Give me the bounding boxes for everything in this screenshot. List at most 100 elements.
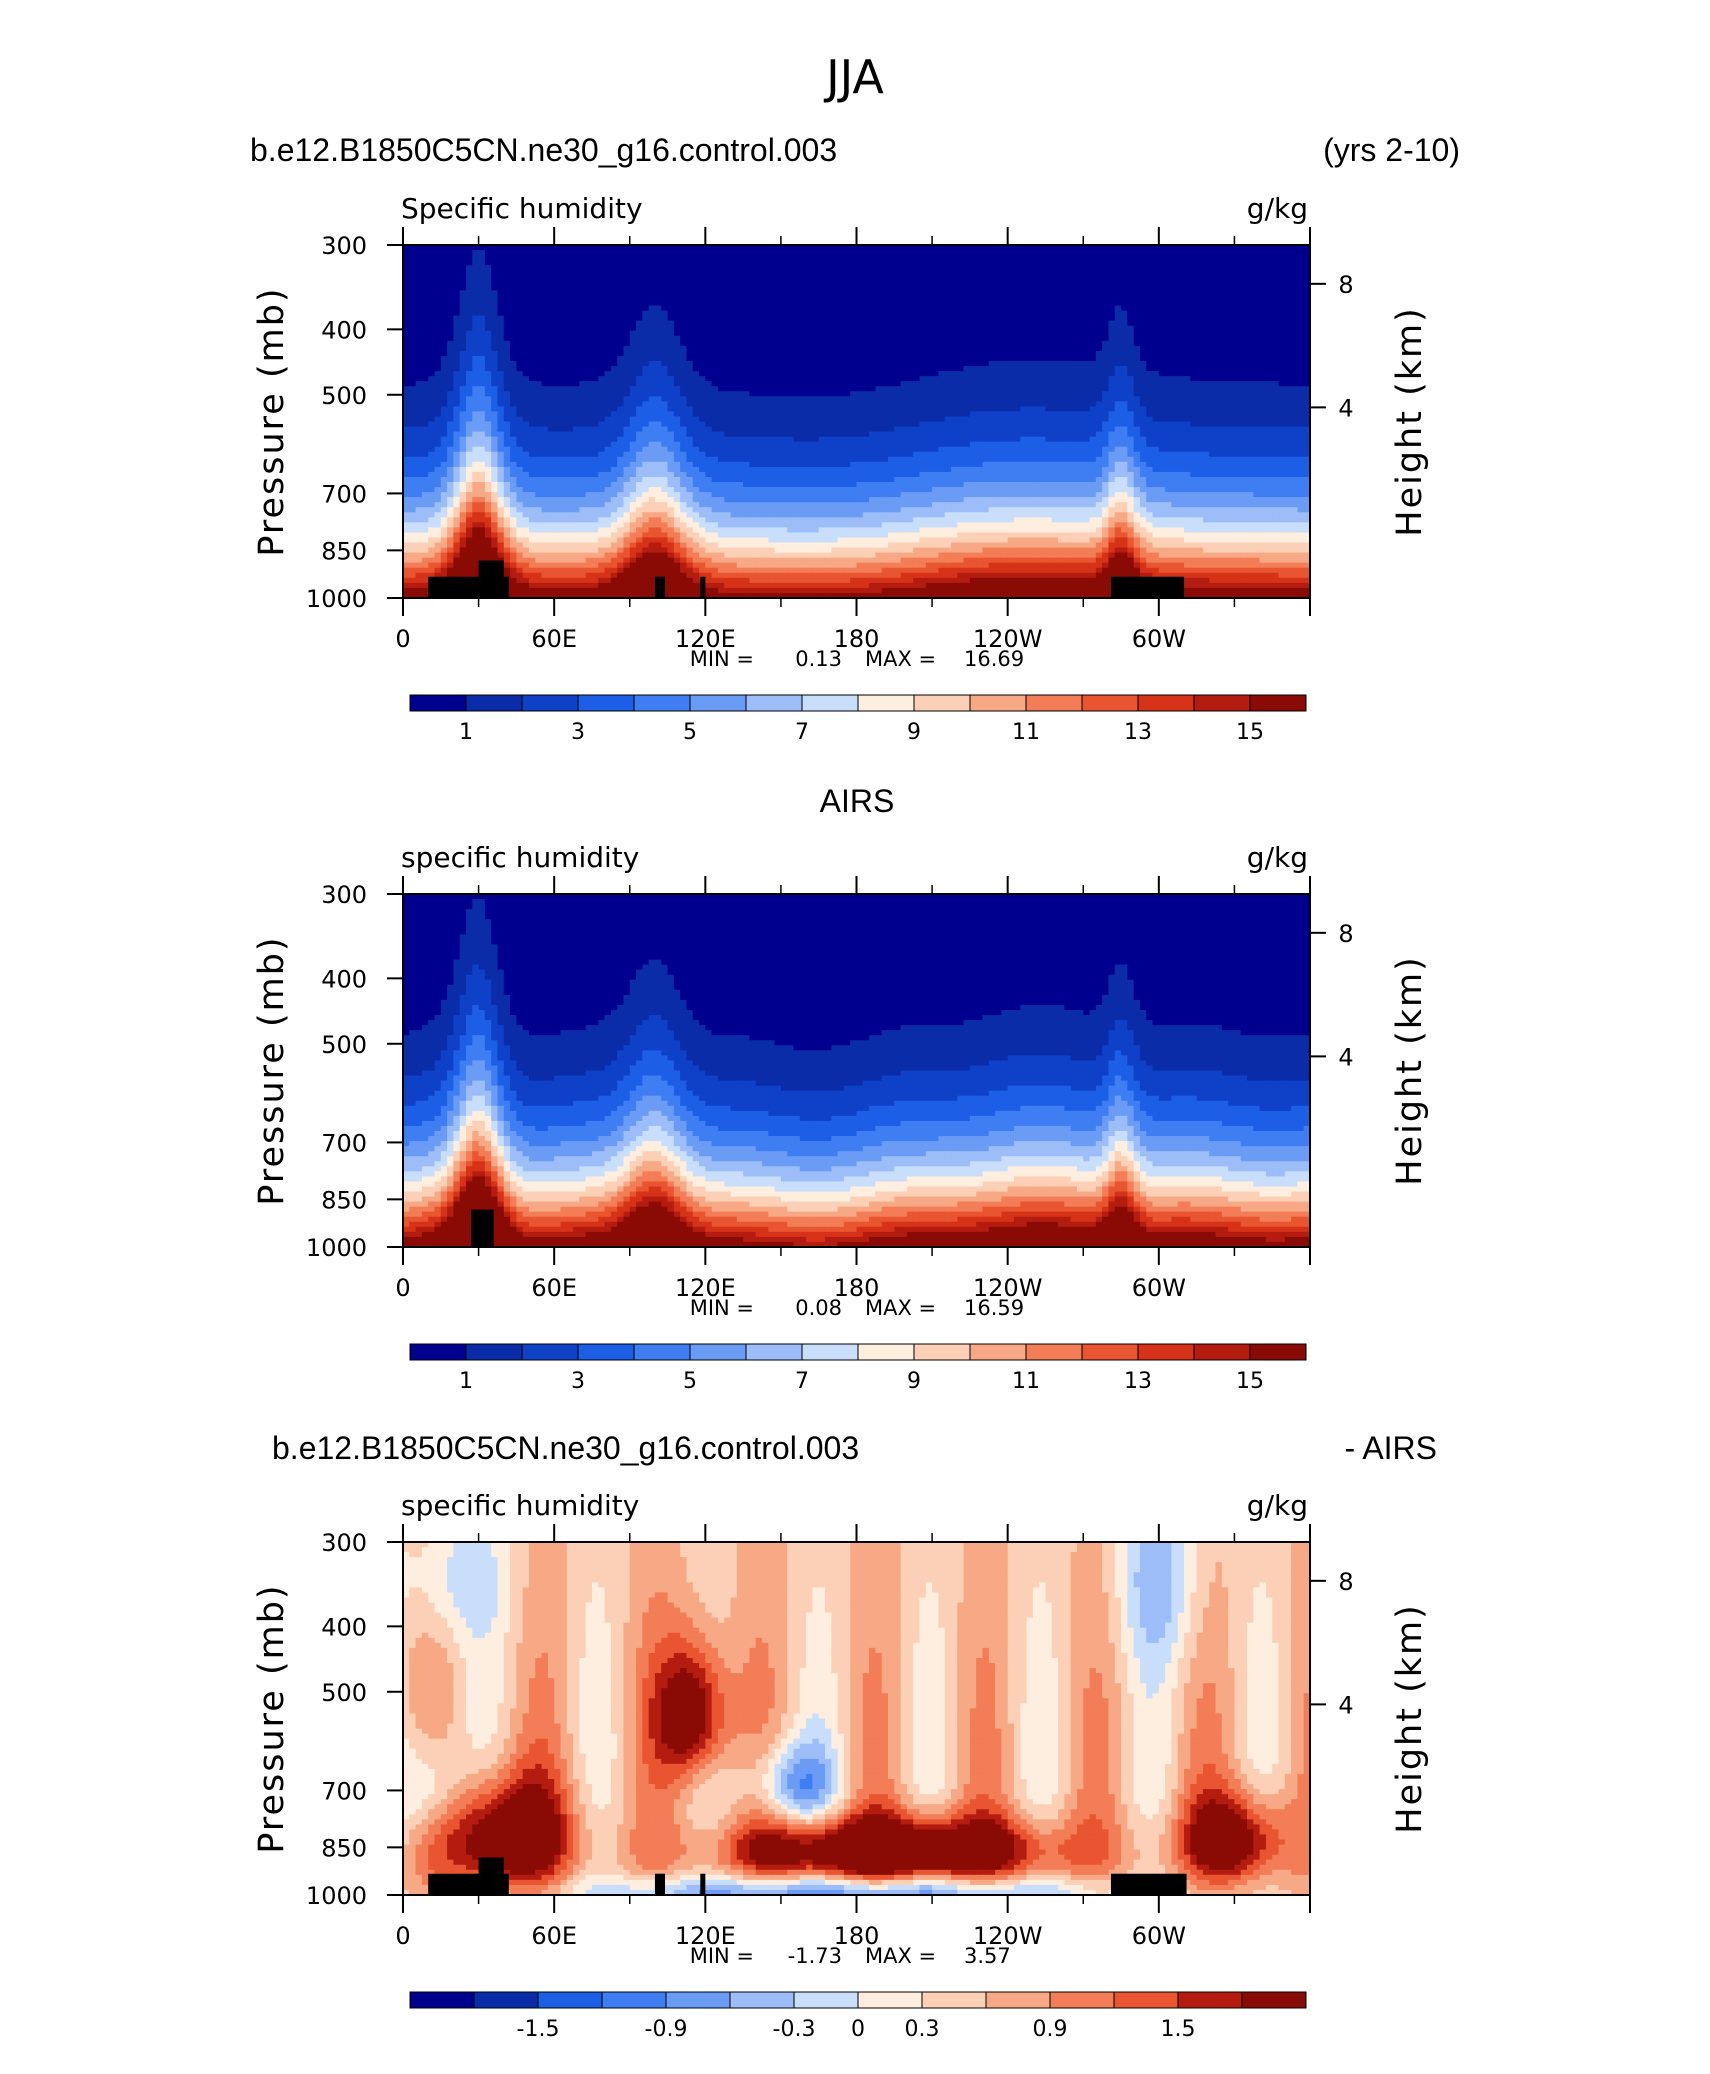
contour-cell	[944, 391, 952, 397]
contour-cell	[421, 381, 429, 387]
contour-cell	[421, 371, 429, 377]
contour-cell	[459, 280, 467, 286]
contour-cell	[1083, 401, 1091, 407]
contour-cell	[780, 250, 788, 256]
contour-cell	[869, 275, 876, 281]
contour-cell	[743, 280, 751, 286]
contour-cell	[1007, 275, 1015, 281]
contour-cell	[875, 250, 883, 256]
contour-cell	[434, 340, 442, 347]
contour-cell	[459, 245, 467, 251]
contour-cell	[869, 250, 876, 256]
contour-cell	[755, 285, 763, 291]
contour-cell	[1102, 305, 1110, 312]
contour-cell	[428, 280, 436, 286]
contour-cell	[1108, 411, 1116, 418]
contour-cell	[573, 325, 580, 332]
contour-cell	[787, 371, 795, 377]
contour-cell	[617, 285, 625, 291]
contour-cell	[932, 345, 939, 352]
contour-cell	[976, 250, 984, 256]
contour-cell	[547, 366, 555, 372]
contour-cell	[421, 265, 429, 271]
contour-cell	[1184, 320, 1191, 327]
contour-cell	[818, 300, 826, 307]
contour-cell	[673, 270, 681, 276]
contour-cell	[554, 350, 562, 357]
contour-cell	[409, 300, 417, 307]
contour-cell	[755, 411, 763, 418]
contour-cell	[919, 270, 927, 276]
contour-cell	[661, 320, 669, 327]
contour-cell	[1095, 270, 1103, 276]
contour-cell	[1121, 300, 1128, 307]
contour-cell	[604, 280, 612, 286]
contour-cell	[510, 265, 517, 271]
contour-cell	[856, 245, 864, 251]
contour-cell	[686, 371, 694, 377]
contour-cell	[497, 335, 505, 342]
contour-cell	[1272, 280, 1280, 286]
contour-cell	[875, 386, 883, 392]
contour-cell	[403, 371, 410, 377]
contour-cell	[560, 416, 568, 423]
contour-cell	[1253, 295, 1261, 302]
contour-cell	[818, 360, 826, 367]
contour-cell	[541, 401, 549, 407]
contour-cell	[510, 305, 517, 312]
contour-cell	[1139, 295, 1147, 302]
contour-cell	[818, 250, 826, 256]
contour-cell	[673, 335, 681, 342]
contour-cell	[636, 386, 643, 392]
contour-cell	[636, 265, 643, 271]
contour-cell	[1051, 310, 1059, 317]
contour-cell	[900, 381, 908, 387]
contour-cell	[528, 360, 536, 367]
contour-cell	[768, 275, 776, 281]
contour-cell	[1297, 315, 1305, 322]
contour-cell	[478, 401, 486, 407]
contour-cell	[1291, 245, 1299, 251]
contour-cell	[1133, 355, 1141, 362]
contour-cell	[1190, 260, 1198, 266]
contour-cell	[1190, 290, 1198, 297]
contour-cell	[447, 416, 454, 423]
contour-cell	[1253, 355, 1261, 362]
contour-cell	[944, 285, 952, 291]
contour-cell	[944, 295, 952, 302]
contour-cell	[1102, 355, 1110, 362]
contour-cell	[673, 401, 681, 407]
contour-cell	[403, 255, 410, 261]
contour-cell	[1083, 280, 1091, 286]
contour-cell	[963, 355, 971, 362]
contour-cell	[560, 406, 568, 413]
contour-cell	[428, 376, 436, 382]
contour-cell	[510, 381, 517, 387]
contour-cell	[925, 366, 933, 372]
contour-cell	[950, 340, 958, 347]
contour-cell	[573, 295, 580, 302]
contour-cell	[780, 300, 788, 307]
contour-cell	[900, 360, 908, 367]
contour-cell	[1228, 325, 1236, 332]
contour-cell	[528, 366, 536, 372]
contour-cell	[409, 285, 417, 291]
contour-cell	[447, 305, 454, 312]
contour-cell	[862, 411, 870, 418]
contour-cell	[944, 401, 952, 407]
contour-cell	[1158, 285, 1166, 291]
contour-cell	[516, 386, 524, 392]
contour-cell	[831, 391, 839, 397]
contour-cell	[887, 360, 895, 367]
contour-cell	[610, 330, 618, 337]
contour-cell	[1001, 320, 1009, 327]
contour-cell	[1039, 330, 1047, 337]
contour-cell	[831, 335, 839, 342]
contour-cell	[894, 386, 902, 392]
contour-cell	[1228, 401, 1236, 407]
contour-cell	[453, 411, 461, 418]
contour-cell	[692, 355, 700, 362]
contour-cell	[1013, 411, 1021, 418]
contour-cell	[573, 335, 580, 342]
contour-cell	[699, 295, 706, 302]
